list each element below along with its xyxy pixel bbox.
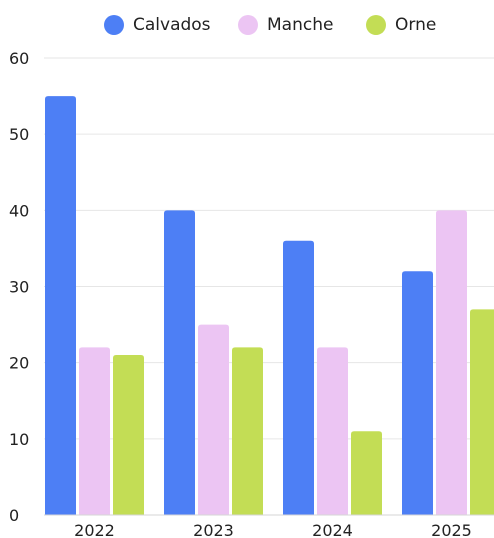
y-tick-label: 50	[9, 125, 29, 144]
y-tick-label: 60	[9, 49, 29, 68]
bar-orne-2023[interactable]	[232, 347, 263, 515]
legend-swatch-calvados	[104, 15, 124, 35]
x-tick-label: 2025	[431, 521, 472, 538]
legend-item-calvados[interactable]: Calvados	[104, 12, 211, 38]
x-tick-label: 2023	[193, 521, 234, 538]
y-tick-label: 10	[9, 430, 29, 449]
bars	[45, 96, 494, 516]
bar-orne-2024[interactable]	[351, 431, 382, 515]
y-axis: 0 10 20 30 40 50 60	[9, 49, 29, 525]
bar-manche-2023[interactable]	[198, 324, 229, 515]
legend-item-orne[interactable]: Orne	[366, 12, 436, 38]
x-axis: 2022 2023 2024 2025	[44, 514, 494, 538]
bar-calvados-2025[interactable]	[402, 271, 433, 515]
legend-item-manche[interactable]: Manche	[238, 12, 333, 38]
bar-manche-2022[interactable]	[79, 347, 110, 515]
bar-calvados-2023[interactable]	[164, 210, 195, 516]
legend-swatch-orne	[366, 15, 386, 35]
legend-swatch-manche	[238, 15, 258, 35]
bar-manche-2025[interactable]	[436, 210, 467, 516]
x-tick-label: 2022	[74, 521, 115, 538]
legend-label-orne: Orne	[395, 15, 437, 35]
y-tick-label: 30	[9, 278, 29, 297]
chart-legend: Calvados Manche Orne	[0, 12, 494, 38]
y-tick-label: 20	[9, 354, 29, 373]
y-tick-label: 0	[9, 506, 19, 525]
bar-manche-2024[interactable]	[317, 347, 348, 515]
bar-calvados-2022[interactable]	[45, 96, 76, 515]
legend-label-calvados: Calvados	[133, 15, 211, 35]
legend-label-manche: Manche	[267, 15, 334, 35]
bar-calvados-2024[interactable]	[283, 240, 314, 516]
bar-orne-2022[interactable]	[113, 355, 144, 515]
y-tick-label: 40	[9, 201, 29, 220]
x-tick-label: 2024	[312, 521, 353, 538]
bar-orne-2025[interactable]	[470, 309, 494, 515]
